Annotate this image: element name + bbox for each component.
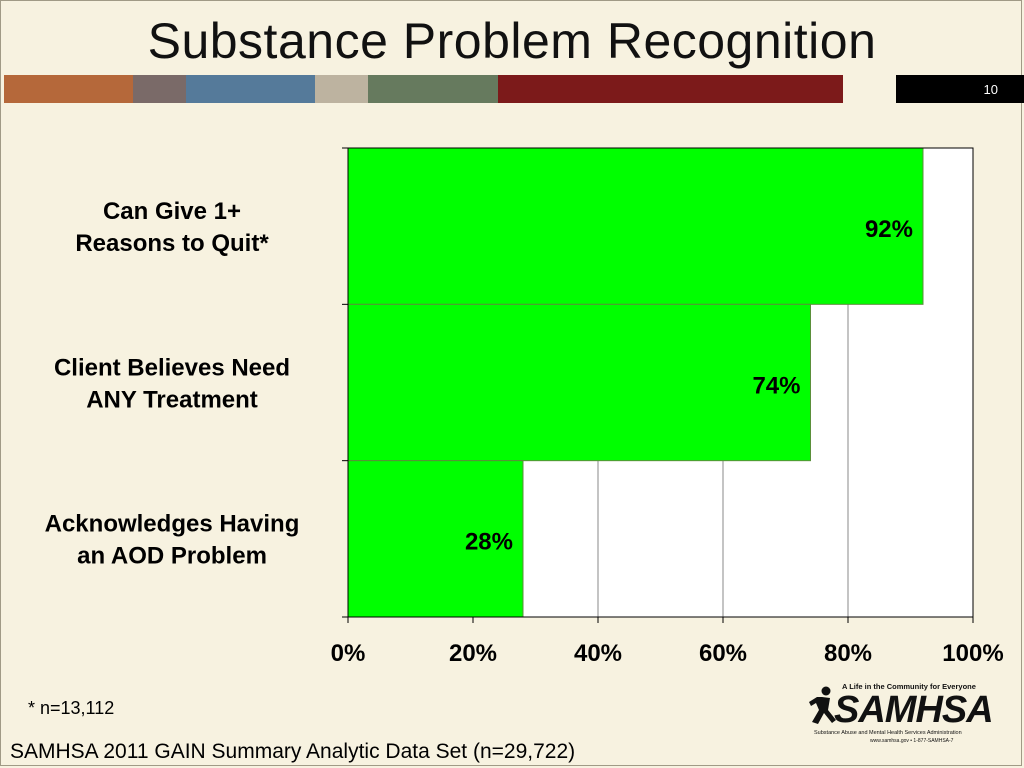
logo-subtitle: Substance Abuse and Mental Health Servic… [814, 730, 962, 736]
slide-number: 10 [983, 82, 998, 97]
x-tick-label: 40% [574, 640, 622, 667]
running-figure-icon [809, 686, 836, 724]
category-label: Client Believes Need [54, 354, 290, 381]
logo-wordmark: SAMHSA [834, 689, 994, 731]
footnote: * n=13,112 [28, 698, 115, 718]
category-label: an AOD Problem [77, 543, 267, 570]
logo-web: www.samhsa.gov • 1-877-SAMHSA-7 [870, 738, 954, 744]
x-tick-label: 0% [331, 640, 366, 667]
data-label: 74% [752, 372, 800, 399]
bar [347, 460, 524, 618]
header-stripe-4 [315, 75, 368, 103]
header-stripe-1 [4, 75, 133, 103]
category-label: Can Give 1+ [103, 198, 241, 225]
header-stripe-2 [133, 75, 186, 103]
x-tick-label: 80% [824, 640, 872, 667]
x-tick-label: 100% [942, 640, 1003, 667]
header-stripe-3 [186, 75, 315, 103]
logo-tagline: A Life in the Community for Everyone [842, 682, 976, 691]
bar [347, 147, 924, 305]
data-label: 28% [465, 529, 513, 556]
plot-border [347, 147, 974, 618]
slide-title: Substance Problem Recognition [147, 13, 877, 69]
x-tick-label: 20% [449, 640, 497, 667]
slide-number-box: 10 [896, 75, 1024, 103]
category-label: Reasons to Quit* [75, 230, 269, 257]
bar [347, 303, 811, 462]
category-label: ANY Treatment [86, 386, 258, 413]
x-tick-label: 60% [699, 640, 747, 667]
data-label: 92% [865, 216, 913, 243]
samhsa-logo: A Life in the Community for Everyone SAM… [806, 680, 994, 746]
category-label: Acknowledges Having [45, 511, 300, 538]
header-stripe-7 [843, 75, 896, 103]
source-note: SAMHSA 2011 GAIN Summary Analytic Data S… [10, 740, 576, 763]
header-stripe-5 [368, 75, 498, 103]
header-stripe-6 [498, 75, 843, 103]
